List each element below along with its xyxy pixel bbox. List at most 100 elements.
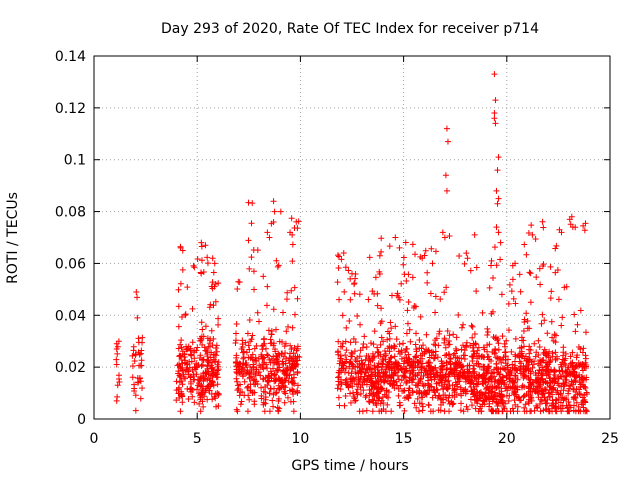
data-point <box>512 401 519 408</box>
data-point <box>580 408 587 415</box>
data-point <box>356 291 363 298</box>
data-point <box>509 276 516 283</box>
data-point <box>335 351 342 358</box>
data-point <box>250 381 257 388</box>
data-point <box>491 110 498 117</box>
data-point <box>248 254 255 261</box>
data-point <box>492 345 499 352</box>
data-point <box>434 387 441 394</box>
data-point <box>131 385 138 392</box>
y-tick-label: 0 <box>77 412 86 428</box>
data-point <box>509 361 516 368</box>
data-point <box>295 218 302 225</box>
data-point <box>443 359 450 366</box>
data-point <box>571 393 578 400</box>
data-point <box>372 274 379 281</box>
data-point <box>549 353 556 360</box>
data-point <box>287 367 294 374</box>
data-point <box>491 378 498 385</box>
data-point <box>424 377 431 384</box>
data-point <box>341 288 348 295</box>
data-point <box>260 336 267 343</box>
data-point <box>451 365 458 372</box>
data-point <box>470 365 477 372</box>
data-point <box>135 349 142 356</box>
data-point <box>234 378 241 385</box>
data-point <box>249 332 256 339</box>
data-point <box>485 378 492 385</box>
data-point <box>571 402 578 409</box>
data-point <box>548 288 555 295</box>
data-point <box>468 322 475 329</box>
data-point <box>490 396 497 403</box>
data-point <box>186 364 193 371</box>
data-point <box>281 399 288 406</box>
data-point <box>383 387 390 394</box>
data-point <box>543 364 550 371</box>
data-point <box>129 363 136 370</box>
data-point <box>432 364 439 371</box>
data-point <box>538 398 545 405</box>
data-point <box>208 365 215 372</box>
data-point <box>424 269 431 276</box>
data-point <box>543 406 550 413</box>
data-point <box>347 399 354 406</box>
data-point <box>233 320 240 327</box>
data-point <box>511 397 518 404</box>
y-tick-label: 0.06 <box>55 256 86 272</box>
data-point <box>193 386 200 393</box>
data-point <box>426 363 433 370</box>
data-point <box>285 323 292 330</box>
data-point <box>400 254 407 261</box>
data-point <box>368 378 375 385</box>
data-point <box>499 333 506 340</box>
data-point <box>268 340 275 347</box>
data-point <box>567 353 574 360</box>
data-point <box>205 343 212 350</box>
data-point <box>350 389 357 396</box>
data-point <box>269 397 276 404</box>
data-point <box>177 408 184 415</box>
data-point <box>255 318 262 325</box>
data-point <box>185 396 192 403</box>
data-point <box>250 247 257 254</box>
data-point <box>516 271 523 278</box>
data-point <box>483 396 490 403</box>
data-point <box>290 408 297 415</box>
data-point <box>361 369 368 376</box>
data-point <box>416 387 423 394</box>
data-point <box>383 387 390 394</box>
plot-frame <box>93 55 611 420</box>
data-point <box>446 332 453 339</box>
data-point <box>178 357 185 364</box>
data-point <box>560 387 567 394</box>
data-point <box>559 368 566 375</box>
data-point <box>272 390 279 397</box>
data-point <box>523 251 530 258</box>
data-point <box>386 348 393 355</box>
data-point <box>555 391 562 398</box>
data-point <box>376 271 383 278</box>
data-point <box>212 298 219 305</box>
data-point <box>354 358 361 365</box>
data-point <box>368 386 375 393</box>
data-point <box>209 378 216 385</box>
data-point <box>498 381 505 388</box>
data-point <box>294 295 301 302</box>
data-point <box>475 344 482 351</box>
data-point <box>280 309 287 316</box>
data-point <box>576 374 583 381</box>
data-point <box>173 378 180 385</box>
data-point <box>521 241 528 248</box>
data-point <box>461 347 468 354</box>
data-point <box>342 358 349 365</box>
data-point <box>429 367 436 374</box>
data-point <box>493 187 500 194</box>
data-point <box>405 271 412 278</box>
data-point <box>441 234 448 241</box>
data-point <box>342 392 349 399</box>
data-point <box>236 392 243 399</box>
data-point <box>388 325 395 332</box>
data-point <box>245 342 252 349</box>
data-point <box>520 343 527 350</box>
